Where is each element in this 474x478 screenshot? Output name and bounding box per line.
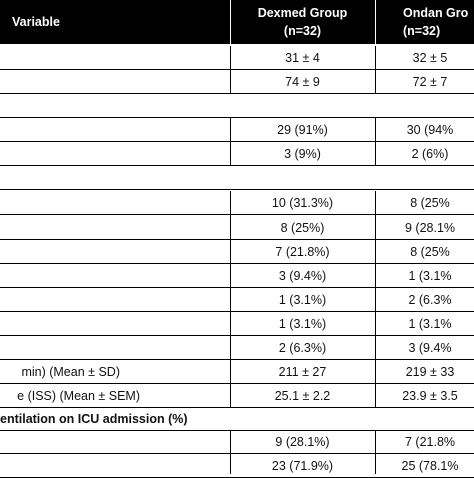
table-row: 23 (71.9%) 25 (78.1% — [0, 454, 474, 478]
dexmed-value: 29 (91%) — [277, 123, 328, 137]
row-divider — [0, 214, 474, 215]
dexmed-value: 7 (21.8%) — [275, 245, 330, 259]
table-row: 3 (9.4%) 1 (3.1% — [0, 264, 474, 288]
row-divider — [0, 141, 474, 142]
row-label: entilation on ICU admission (%) — [0, 412, 188, 426]
dexmed-value: 25.1 ± 2.2 — [274, 389, 331, 403]
dexmed-value: 3 (9%) — [284, 147, 321, 161]
dexmed-value: 1 (3.1%) — [278, 317, 327, 331]
ondan-value: 23.9 ± 3.5 — [402, 389, 458, 403]
column-divider — [230, 430, 231, 474]
dexmed-value: 31 ± 4 — [285, 51, 320, 65]
table-row: e (ISS) (Mean ± SEM) 25.1 ± 2.2 23.9 ± 3.5 — [0, 384, 474, 408]
row-divider — [0, 407, 474, 408]
ondan-value: 3 (9.4% — [408, 341, 452, 355]
header-dexmed-group: Dexmed Group (n=32) — [230, 0, 375, 44]
table-row — [0, 94, 474, 118]
header-ondan-n: (n=32) — [403, 24, 441, 38]
dexmed-value: 8 (25%) — [280, 221, 325, 235]
header-variable: Variable — [0, 0, 230, 44]
row-divider — [0, 93, 474, 94]
ondan-value: 8 (25% — [410, 196, 450, 210]
column-divider — [375, 191, 376, 407]
table-row: 2 (6.3%) 3 (9.4% — [0, 336, 474, 360]
row-divider — [0, 165, 474, 166]
table-header: Variable Dexmed Group (n=32) Ondan Gro (… — [0, 0, 474, 44]
table-row: 31 ± 4 32 ± 5 — [0, 46, 474, 70]
column-divider — [230, 118, 231, 166]
ondan-value: 1 (3.1% — [408, 317, 452, 331]
table-row: 3 (9%) 2 (6%) — [0, 142, 474, 166]
column-divider — [375, 46, 376, 94]
row-divider — [0, 263, 474, 264]
dexmed-value: 1 (3.1%) — [278, 293, 327, 307]
ondan-value: 1 (3.1% — [408, 269, 452, 283]
row-divider — [0, 453, 474, 454]
header-ondan-group: Ondan Gro (n=32) — [375, 0, 474, 44]
dexmed-value: 3 (9.4%) — [278, 269, 327, 283]
dexmed-value: 23 (71.9%) — [271, 459, 334, 473]
row-divider — [0, 239, 474, 240]
row-divider — [0, 430, 474, 431]
table-row: min) (Mean ± SD) 211 ± 27 219 ± 33 — [0, 360, 474, 384]
ondan-value: 9 (28.1% — [404, 221, 456, 235]
table-row: 8 (25%) 9 (28.1% — [0, 216, 474, 240]
row-divider — [0, 335, 474, 336]
header-variable-label: Variable — [12, 15, 60, 29]
table-row: 9 (28.1%) 7 (21.8% — [0, 430, 474, 454]
row-divider — [0, 311, 474, 312]
row-divider — [0, 359, 474, 360]
column-divider — [230, 46, 231, 94]
header-dexmed-title: Dexmed Group — [257, 6, 348, 20]
row-divider — [0, 383, 474, 384]
table-row: 1 (3.1%) 2 (6.3% — [0, 288, 474, 312]
ondan-value: 7 (21.8% — [404, 435, 456, 449]
row-divider — [0, 189, 474, 190]
row-label: e (ISS) (Mean ± SEM) — [17, 389, 140, 403]
ondan-value: 30 (94% — [406, 123, 454, 137]
dexmed-value: 74 ± 9 — [285, 75, 320, 89]
row-divider — [0, 69, 474, 70]
row-divider — [0, 287, 474, 288]
table-row: 10 (31.3%) 8 (25% — [0, 191, 474, 215]
table-row: 1 (3.1%) 1 (3.1% — [0, 312, 474, 336]
column-divider — [230, 191, 231, 407]
ondan-value: 219 ± 33 — [405, 365, 455, 379]
column-divider — [375, 430, 376, 474]
ondan-value: 72 ± 7 — [412, 75, 448, 89]
dexmed-value: 10 (31.3%) — [271, 196, 334, 210]
table-row: 74 ± 9 72 ± 7 — [0, 70, 474, 94]
row-label: min) (Mean ± SD) — [21, 365, 120, 379]
header-divider — [230, 0, 231, 44]
dexmed-value: 211 ± 27 — [278, 365, 327, 379]
header-divider — [375, 0, 376, 44]
table-row — [0, 166, 474, 190]
ondan-value: 2 (6.3% — [408, 293, 452, 307]
dexmed-value: 2 (6.3%) — [278, 341, 327, 355]
ondan-value: 2 (6%) — [411, 147, 449, 161]
dexmed-value: 9 (28.1%) — [275, 435, 330, 449]
header-dexmed-n: (n=32) — [283, 24, 322, 38]
row-divider — [0, 117, 474, 118]
table-row: 29 (91%) 30 (94% — [0, 118, 474, 142]
column-divider — [375, 118, 376, 166]
table-row: entilation on ICU admission (%) — [0, 407, 474, 431]
ondan-value: 8 (25% — [410, 245, 450, 259]
table-row: 7 (21.8%) 8 (25% — [0, 240, 474, 264]
header-ondan-title: Ondan Gro — [403, 6, 469, 20]
ondan-value: 32 ± 5 — [412, 51, 448, 65]
ondan-value: 25 (78.1% — [401, 459, 459, 473]
